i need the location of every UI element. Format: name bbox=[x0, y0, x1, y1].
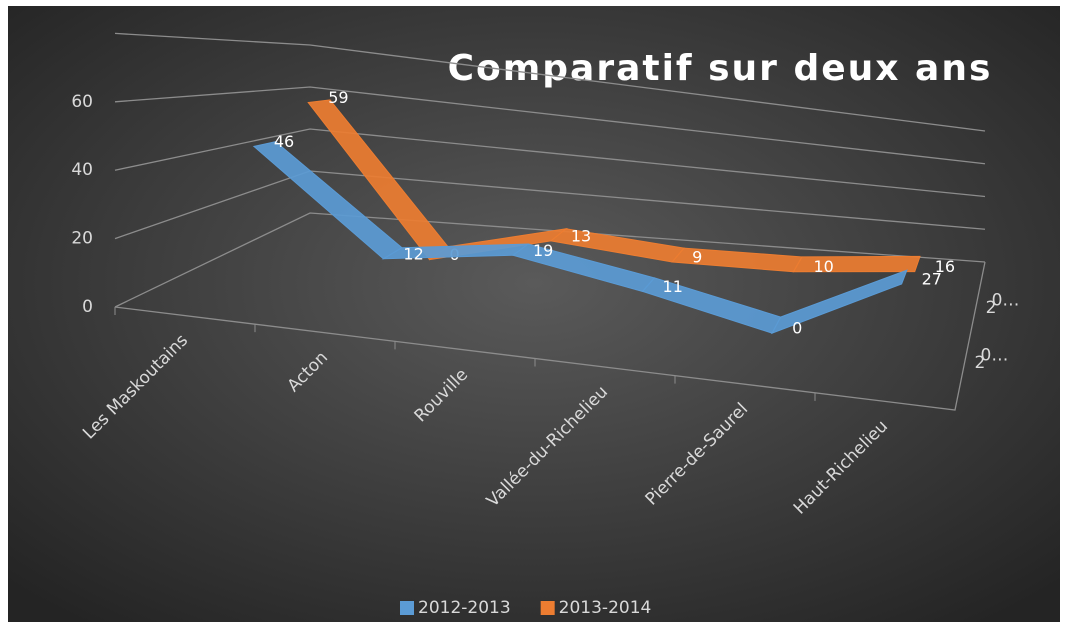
data-label: 12 bbox=[403, 244, 423, 263]
y-tick-label: 0 bbox=[82, 297, 93, 317]
data-label: 0 bbox=[792, 319, 802, 338]
ribbon-segment bbox=[792, 255, 921, 273]
chart-title: Comparatif sur deux ans bbox=[448, 48, 993, 89]
y-tick-label: 20 bbox=[71, 229, 93, 249]
y-tick-label: 40 bbox=[71, 160, 93, 180]
legend-label: 2012-2013 bbox=[418, 598, 511, 618]
depth-label: 2 bbox=[975, 353, 986, 373]
depth-label: 0… bbox=[981, 345, 1009, 365]
background bbox=[8, 6, 1060, 622]
grid-line bbox=[114, 86, 986, 165]
depth-label: 0… bbox=[992, 291, 1020, 311]
data-label: 9 bbox=[692, 247, 702, 266]
grid-line bbox=[114, 212, 986, 308]
data-label: 46 bbox=[274, 132, 294, 151]
data-label: 10 bbox=[813, 257, 833, 276]
data-label: 19 bbox=[533, 241, 553, 260]
legend-label: 2013-2014 bbox=[559, 598, 652, 618]
data-label: 11 bbox=[663, 277, 683, 296]
data-label: 16 bbox=[935, 257, 955, 276]
data-label: 59 bbox=[328, 88, 348, 107]
wall-top bbox=[114, 32, 986, 132]
data-label: 27 bbox=[922, 269, 942, 288]
legend-swatch bbox=[540, 601, 555, 615]
data-label: 13 bbox=[571, 226, 591, 245]
legend-swatch bbox=[400, 601, 414, 615]
depth-label: 2 bbox=[986, 298, 997, 318]
ribbon-segment bbox=[771, 269, 908, 335]
grid-line bbox=[114, 128, 986, 198]
y-tick-label: 60 bbox=[71, 92, 93, 112]
